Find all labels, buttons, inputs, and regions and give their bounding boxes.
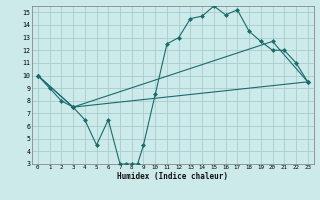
- X-axis label: Humidex (Indice chaleur): Humidex (Indice chaleur): [117, 172, 228, 181]
